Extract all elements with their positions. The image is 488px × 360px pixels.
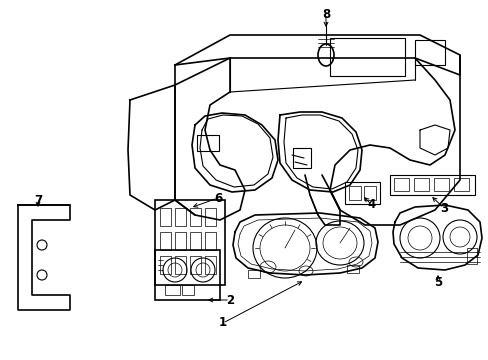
Bar [247, 270, 260, 278]
Bar [160, 232, 171, 250]
Text: 2: 2 [225, 293, 234, 306]
Bar [413, 178, 428, 191]
Bar [197, 135, 219, 151]
Text: 1: 1 [219, 316, 226, 329]
Bar [292, 148, 310, 168]
Text: 4: 4 [367, 198, 375, 211]
Bar [393, 178, 408, 191]
Bar [433, 178, 448, 191]
Bar [155, 200, 224, 285]
Text: 3: 3 [439, 202, 447, 215]
Bar [204, 208, 216, 226]
Bar [204, 232, 216, 250]
Bar [175, 232, 185, 250]
Bar [346, 265, 358, 273]
Text: 8: 8 [321, 8, 329, 21]
Bar [204, 256, 216, 274]
Bar [414, 40, 444, 65]
Bar [466, 248, 476, 264]
Bar [348, 186, 360, 200]
Bar [190, 208, 201, 226]
Bar [160, 256, 171, 274]
Bar [389, 175, 474, 195]
Bar [329, 38, 404, 76]
Bar [190, 232, 201, 250]
Bar [190, 256, 201, 274]
Bar [160, 208, 171, 226]
Bar [175, 208, 185, 226]
Bar [453, 178, 468, 191]
Bar [182, 285, 194, 295]
Text: 6: 6 [213, 192, 222, 204]
Bar [155, 250, 220, 300]
Bar [345, 182, 379, 204]
Text: 5: 5 [433, 275, 441, 288]
Text: 7: 7 [34, 194, 42, 207]
Bar [363, 186, 375, 200]
Bar [164, 285, 180, 295]
Bar [175, 256, 185, 274]
